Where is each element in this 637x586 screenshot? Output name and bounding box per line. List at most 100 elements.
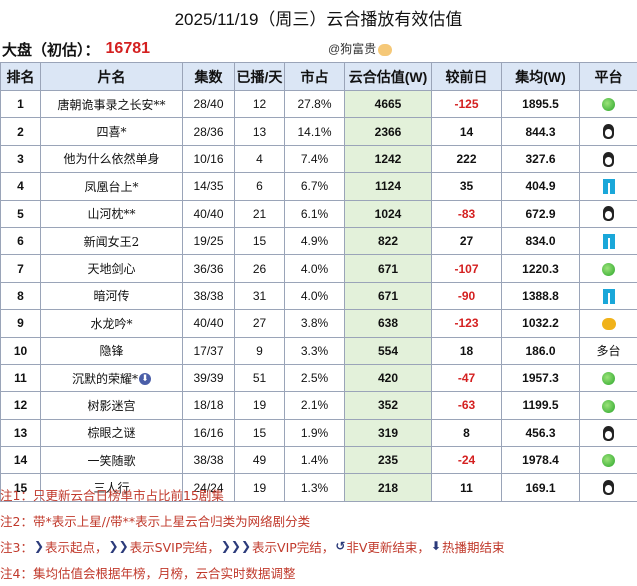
green-platform-icon <box>602 372 615 386</box>
change-cell-text: -125 <box>454 97 479 112</box>
rank-cell-text: 7 <box>17 261 24 276</box>
days-cell-text: 15 <box>252 425 267 440</box>
share-cell-text: 3.3% <box>300 343 329 358</box>
estimate-cell: 319 <box>344 418 432 448</box>
share-cell: 1.4% <box>284 446 345 475</box>
title-cell: 天地剑心 <box>40 254 183 283</box>
rank-cell: 1 <box>0 89 41 119</box>
share-cell: 4.0% <box>284 254 345 283</box>
mango-platform-icon <box>601 318 616 331</box>
title-cell-text: 棕眼之谜 <box>87 426 136 441</box>
share-cell-text: 1.9% <box>300 425 329 440</box>
column-header: 已播/天 <box>234 62 285 91</box>
days-cell-text: 21 <box>252 206 267 221</box>
table-row: 15 三人行 24/24 19 1.3% 218 11 169.1 <box>0 473 637 502</box>
title-cell: 树影迷宫 <box>40 391 183 420</box>
avg-cell-text: 1978.4 <box>522 453 559 468</box>
rank-cell-text: 2 <box>17 124 24 139</box>
days-cell: 19 <box>234 473 285 502</box>
share-cell: 6.7% <box>284 172 345 201</box>
note-3-prefix: 注3： <box>0 539 33 555</box>
title-cell-text: 沉默的荣耀* <box>71 371 138 386</box>
avg-cell: 1220.3 <box>501 254 580 283</box>
pants-platform-icon <box>602 233 615 249</box>
episodes-cell: 40/40 <box>182 199 235 228</box>
table-row: 1 唐朝诡事录之长安** 28/40 12 27.8% 4665 -125 1895.5 <box>0 89 637 119</box>
avg-cell: 834.0 <box>501 226 580 256</box>
column-header: 集均(W) <box>501 62 580 91</box>
days-cell-text: 13 <box>252 124 267 139</box>
episodes-cell-text: 38/38 <box>193 453 224 468</box>
change-cell: 14 <box>431 117 502 146</box>
platform-cell <box>579 89 637 119</box>
rank-cell: 9 <box>0 309 41 338</box>
avg-cell-text: 169.1 <box>525 480 556 495</box>
title-cell-text: 三人行 <box>93 481 130 496</box>
days-cell: 4 <box>234 144 285 174</box>
svip-finished-icon: ❯❯ <box>108 539 129 553</box>
table-row: 4 凤凰台上* 14/35 6 6.7% 1124 35 404.9 <box>0 172 637 201</box>
change-cell: 11 <box>431 473 502 502</box>
change-cell: 18 <box>431 336 502 365</box>
episodes-cell-text: 40/40 <box>193 206 224 221</box>
title-cell: 四喜* <box>40 117 183 146</box>
share-cell: 2.1% <box>284 391 345 420</box>
episodes-cell: 16/16 <box>182 418 235 448</box>
share-cell: 27.8% <box>284 89 345 119</box>
column-header: 较前日 <box>431 62 502 91</box>
change-cell-text: 11 <box>460 480 473 495</box>
note-1: 注1：只更新云合日榜单市占比前15剧集 <box>0 487 224 503</box>
avg-cell-text: 186.0 <box>525 343 556 358</box>
note-4: 注4：集均估值会根据年榜，月榜，云合实时数据调整 <box>0 565 296 581</box>
hot-period-end-icon: ⬇ <box>139 373 151 386</box>
episodes-cell: 14/35 <box>182 172 235 201</box>
days-cell-text: 12 <box>252 97 267 112</box>
change-cell-text: -90 <box>457 288 476 303</box>
table-row: 5 山河枕** 40/40 21 6.1% 1024 -83 672.9 <box>0 199 637 228</box>
estimate-cell-text: 352 <box>377 398 399 413</box>
change-cell-text: -83 <box>457 206 476 221</box>
table-row: 13 棕眼之谜 16/16 15 1.9% 319 8 456.3 <box>0 418 637 448</box>
avg-cell: 1032.2 <box>501 309 580 338</box>
share-cell-text: 14.1% <box>297 124 332 139</box>
note-3: 注3： ❯ 表示起点， ❯❯ 表示SVIP完结， ❯❯❯ 表示VIP完结， ↺ 非V更新… <box>0 533 637 559</box>
share-cell-text: 3.8% <box>300 316 329 331</box>
column-header: 平台 <box>579 62 637 91</box>
table-row: 6 新闻女王2 19/25 15 4.9% 822 27 834.0 <box>0 226 637 256</box>
platform-cell <box>579 117 637 146</box>
days-cell-text: 19 <box>252 480 267 495</box>
vip-finished-icon: ❯❯❯ <box>220 539 252 553</box>
title-cell-text: 隐锋 <box>99 344 124 359</box>
title-cell: 一笑随歌 <box>40 446 183 475</box>
episodes-cell-text: 24/24 <box>193 480 224 495</box>
episodes-cell-text: 14/35 <box>193 179 224 194</box>
note-3-part-5: 热播期结束 <box>442 539 505 555</box>
estimate-cell: 352 <box>344 391 432 420</box>
change-cell-text: 8 <box>463 425 470 440</box>
change-cell: -107 <box>431 254 502 283</box>
column-header: 片名 <box>40 62 183 91</box>
avg-cell: 1957.3 <box>501 363 580 393</box>
rank-cell-text: 5 <box>17 206 24 221</box>
note-3-part-2: 表示SVIP完结， <box>129 539 220 555</box>
green-platform-icon <box>602 454 615 468</box>
days-cell: 21 <box>234 199 285 228</box>
share-cell-text: 6.1% <box>300 206 329 221</box>
share-cell: 14.1% <box>284 117 345 146</box>
title-cell-text: 他为什么依然单身 <box>63 152 160 167</box>
watermark-text: @狗富贵 <box>328 42 377 56</box>
change-cell-text: -24 <box>457 453 476 468</box>
note-3-part-4: 非V更新结束， <box>346 539 430 555</box>
estimate-cell-text: 4665 <box>374 97 402 112</box>
title-cell-text: 一笑随歌 <box>87 453 136 468</box>
rank-cell: 10 <box>0 336 41 365</box>
pants-platform-icon <box>602 179 615 195</box>
column-header: 排名 <box>0 62 41 91</box>
episodes-cell: 40/40 <box>182 309 235 338</box>
estimate-cell-text: 319 <box>377 425 399 440</box>
share-cell-text: 1.3% <box>300 480 329 495</box>
title-cell-text: 四喜* <box>96 125 127 140</box>
rank-cell: 14 <box>0 446 41 475</box>
estimate-cell-text: 822 <box>377 234 399 249</box>
rank-cell: 2 <box>0 117 41 146</box>
